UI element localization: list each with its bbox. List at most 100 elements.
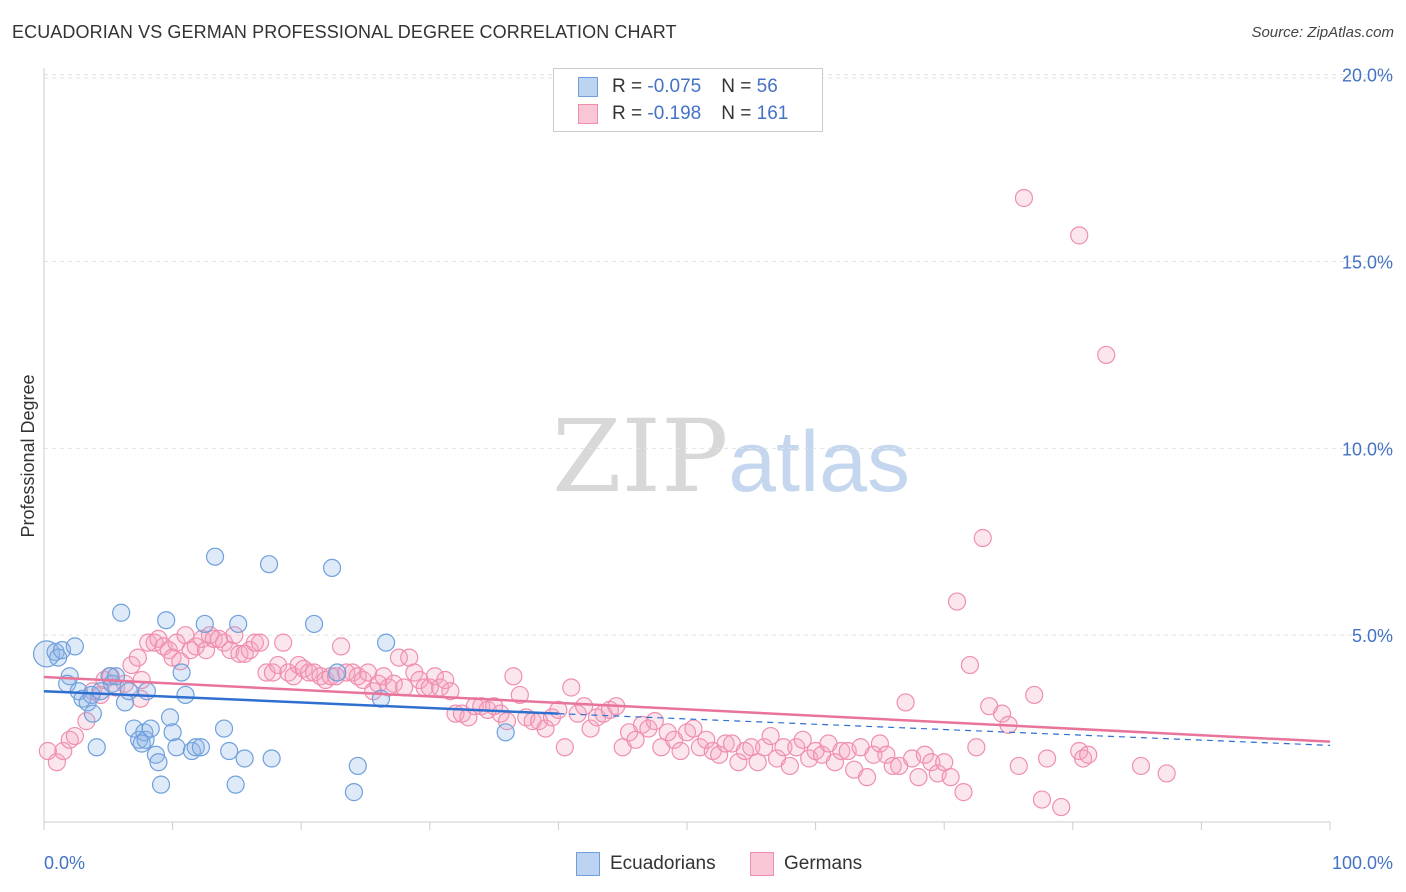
ecuadorian-point	[259, 555, 279, 574]
german-point	[214, 633, 234, 652]
ecuadorian-point	[195, 614, 214, 634]
ecuadorian-point	[106, 667, 126, 686]
source-credit: Source: ZipAtlas.com	[1251, 24, 1394, 41]
legend-r-label: R =	[612, 76, 648, 97]
german-trend-line	[43, 675, 1331, 743]
german-point	[54, 741, 73, 761]
german-point	[1025, 685, 1044, 705]
german-point	[935, 753, 954, 772]
legend-item-germans[interactable]: Germans	[750, 852, 862, 876]
legend-row-germans: R = -0.198 N = 161	[578, 102, 788, 126]
german-point	[626, 730, 645, 749]
chart-title: ECUADORIAN VS GERMAN PROFESSIONAL DEGREE…	[12, 22, 677, 42]
ecuadorian-point	[160, 708, 180, 727]
legend-row-ecuadorians: R = -0.075 N = 56	[578, 75, 778, 99]
german-point	[1079, 745, 1098, 764]
ecuadorian-point	[376, 633, 396, 652]
german-point	[639, 719, 658, 738]
series-legend: Ecuadorians Germans	[0, 852, 1406, 878]
german-point	[896, 693, 915, 712]
german-swatch	[750, 852, 774, 876]
legend-n-label: N =	[721, 76, 757, 97]
x-tick-label-min: 0.0%	[44, 853, 85, 873]
german-point	[832, 741, 851, 761]
ecuadorian-point	[112, 603, 131, 622]
german-point	[748, 753, 767, 772]
german-point	[504, 667, 523, 686]
ecuadorian-point	[65, 637, 84, 656]
german-point	[755, 738, 774, 757]
y-tick-label: 10.0%	[1342, 439, 1393, 459]
ecuadorian-point	[205, 547, 225, 566]
ecuadorian-point	[82, 685, 101, 705]
german-point	[47, 753, 66, 772]
y-tick-label: 5.0%	[1352, 626, 1393, 646]
german-point	[1052, 797, 1071, 817]
german-point	[825, 753, 844, 772]
german-point	[122, 655, 141, 675]
german-point	[555, 738, 574, 757]
german-point	[941, 768, 960, 787]
german-point	[864, 745, 883, 764]
ecuadorian-swatch	[576, 852, 600, 876]
german-point	[1097, 345, 1116, 365]
german-point	[225, 626, 244, 645]
legend-item-ecuadorians[interactable]: Ecuadorians	[576, 852, 716, 876]
german-point	[967, 738, 986, 757]
axes	[43, 68, 1331, 830]
ecuadorian-point	[87, 738, 106, 757]
ecuadorian-point	[348, 756, 367, 776]
german-point	[186, 637, 205, 656]
ecuadorian-point	[226, 775, 245, 794]
ecuadorian-point	[191, 738, 210, 757]
ecuadorian-trend-line	[43, 689, 559, 715]
ecuadorian-point	[146, 745, 165, 764]
legend-r-value: -0.198	[647, 103, 702, 124]
german-point	[139, 633, 158, 652]
german-point	[128, 648, 147, 667]
ecuadorian-point	[262, 749, 281, 768]
german-point	[562, 678, 581, 697]
german-point	[922, 753, 941, 772]
german-point	[774, 738, 793, 757]
german-point	[374, 667, 393, 686]
ecuadorian-point	[220, 741, 239, 761]
german-point	[729, 753, 748, 772]
german-point	[793, 730, 812, 749]
german-point	[742, 738, 761, 757]
german-point	[1131, 756, 1151, 776]
german-point	[960, 655, 980, 675]
x-tick-label-max: 100.0%	[1332, 853, 1393, 873]
german-point	[65, 726, 84, 746]
ecuadorian-point	[157, 611, 176, 630]
ecuadorian-point	[172, 663, 191, 682]
german-point	[761, 726, 780, 746]
ecuadorian-point	[304, 614, 324, 634]
german-point	[284, 667, 303, 686]
ecuadorian-point	[235, 749, 254, 768]
german-point	[787, 738, 806, 757]
german-point	[299, 663, 319, 682]
legend-r-label: R =	[612, 103, 648, 124]
german-point	[389, 648, 409, 667]
german-point	[358, 663, 378, 682]
ecuadorian-point	[229, 614, 248, 634]
german-point	[716, 734, 735, 753]
german-point	[992, 704, 1012, 723]
german-point	[710, 745, 729, 764]
y-tick-label: 20.0%	[1342, 66, 1393, 86]
german-point	[250, 633, 270, 652]
german-point	[441, 682, 460, 701]
german-point	[132, 670, 151, 690]
legend-label-germans: Germans	[784, 853, 863, 874]
german-point	[331, 637, 351, 656]
german-point	[1009, 756, 1028, 776]
german-point	[77, 712, 96, 731]
german-swatch	[578, 104, 598, 124]
german-point	[671, 741, 690, 761]
ecuadorian-point	[151, 775, 171, 794]
german-point	[384, 674, 403, 693]
german-point	[245, 633, 265, 652]
german-point	[436, 670, 455, 690]
